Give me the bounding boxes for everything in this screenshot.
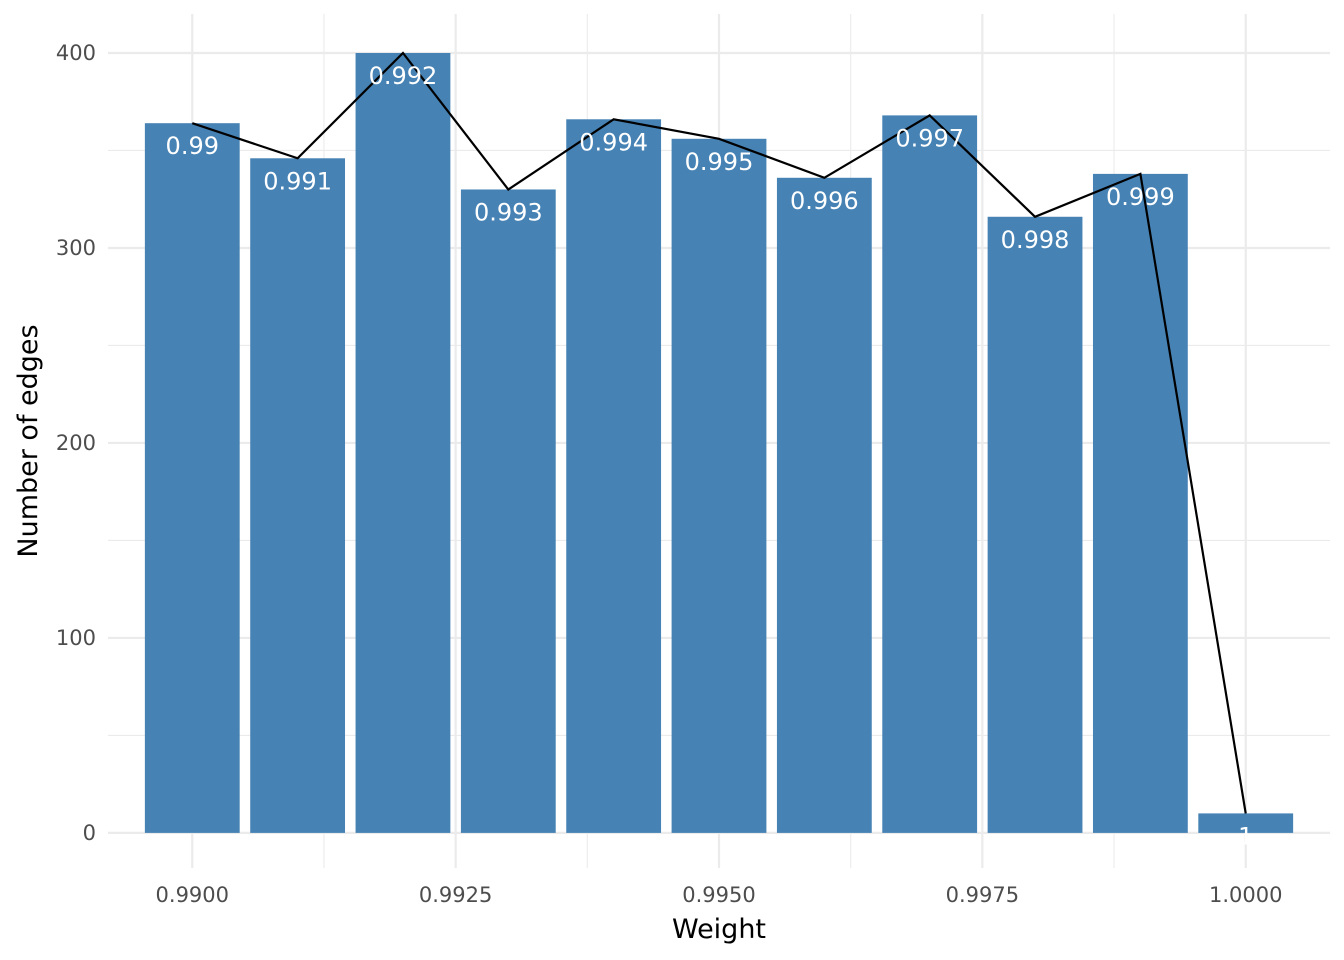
data-label: 1 — [1238, 822, 1253, 850]
y-axis-title: Number of edges — [13, 324, 44, 557]
x-axis-title: Weight — [672, 914, 766, 945]
data-label: 0.999 — [1106, 183, 1175, 211]
bar — [882, 115, 978, 833]
data-label: 0.991 — [263, 167, 332, 195]
bar — [987, 216, 1083, 833]
data-label: 0.99 — [166, 132, 219, 160]
y-tick-label: 100 — [56, 626, 96, 650]
series-line — [191, 51, 1247, 814]
data-label: 0.996 — [790, 187, 859, 215]
bar — [776, 177, 872, 833]
data-label: 0.994 — [579, 128, 648, 156]
x-tick-label: 1.0000 — [1209, 883, 1282, 907]
data-label: 0.998 — [1001, 226, 1070, 254]
data-label: 0.993 — [474, 198, 543, 226]
x-tick-label: 0.9975 — [946, 883, 1019, 907]
data-label: 0.995 — [685, 148, 754, 176]
x-axis-ticks: 0.9900 0.9925 0.9950 0.9975 1.0000 — [156, 883, 1283, 907]
y-axis-ticks: 0 100 200 300 400 — [56, 41, 96, 845]
line-overlay — [191, 51, 1247, 814]
x-tick-label: 0.9950 — [682, 883, 755, 907]
y-tick-label: 400 — [56, 41, 96, 65]
bar — [460, 189, 556, 833]
bars — [144, 52, 1294, 833]
data-label: 0.997 — [895, 124, 964, 152]
data-label: 0.992 — [369, 62, 438, 90]
y-tick-label: 200 — [56, 431, 96, 455]
data-labels: 0.99 0.991 0.992 0.993 0.994 0.995 0.996 0.997 0… — [166, 62, 1254, 850]
bar — [566, 119, 662, 833]
y-tick-label: 0 — [83, 821, 96, 845]
bar — [1198, 813, 1294, 833]
bar — [250, 158, 346, 833]
y-tick-label: 300 — [56, 236, 96, 260]
x-tick-label: 0.9900 — [156, 883, 229, 907]
bar — [1092, 173, 1188, 833]
bar — [144, 123, 240, 833]
x-tick-label: 0.9925 — [419, 883, 492, 907]
bar — [355, 52, 451, 833]
bar — [671, 138, 767, 833]
